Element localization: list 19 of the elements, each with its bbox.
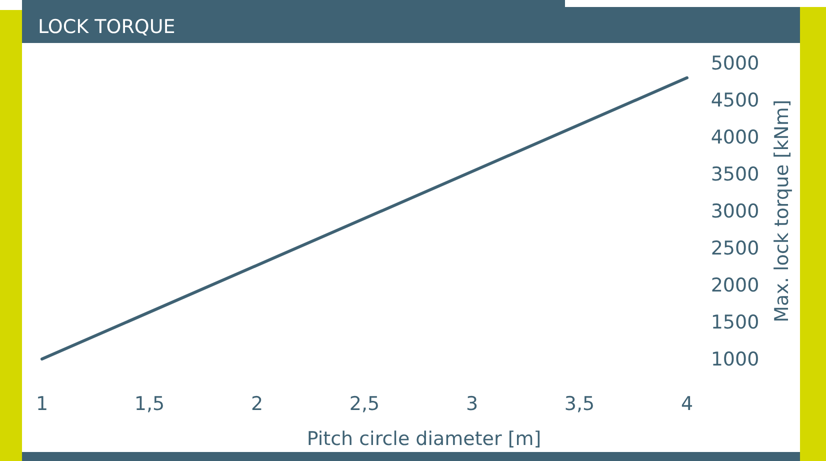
y-tick-label: 3000: [710, 200, 760, 223]
x-tick-label: 4: [680, 393, 694, 415]
y-tick-label: 1000: [710, 348, 760, 371]
x-axis-title: Pitch circle diameter [m]: [306, 428, 542, 450]
y-axis-title: Max. lock torque [kNm]: [771, 100, 793, 322]
y-tick-label: 2000: [710, 274, 760, 297]
y-tick-label: 3500: [710, 164, 760, 186]
x-tick-label: 3: [466, 393, 478, 415]
y-tick-label: 4000: [710, 126, 760, 149]
x-tick-label: 1,5: [134, 393, 165, 415]
x-tick-label: 2,5: [349, 393, 380, 415]
chart-title: LOCK TORQUE: [38, 16, 176, 38]
y-tick-label: 5000: [710, 52, 760, 75]
x-tick-label: 1: [36, 393, 48, 415]
y-tick-label: 2500: [710, 238, 760, 260]
x-tick-label: 2: [250, 393, 264, 415]
x-tick-label: 3,5: [564, 393, 595, 415]
y-tick-label: 4500: [710, 90, 760, 112]
y-tick-label: 1500: [710, 312, 760, 334]
